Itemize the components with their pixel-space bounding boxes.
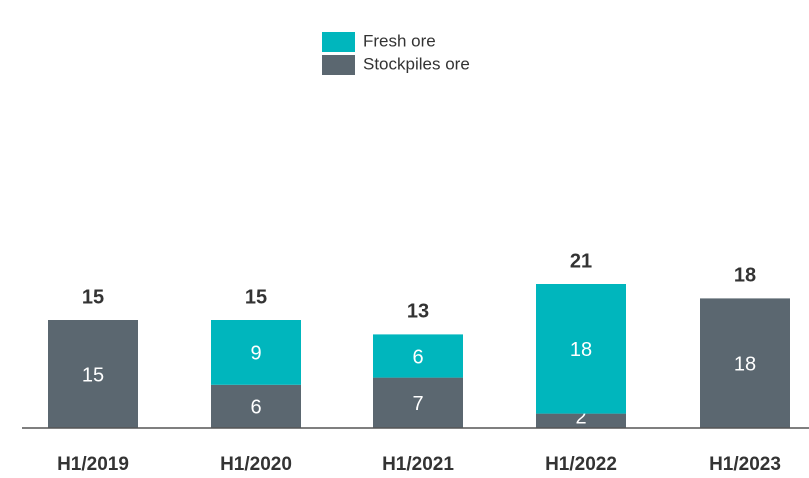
bar-segment <box>373 377 463 428</box>
value-label: 2 <box>575 406 586 428</box>
bar-segment <box>48 320 138 428</box>
bar-segment <box>536 413 626 428</box>
bar-segment <box>536 284 626 414</box>
bar-segment <box>211 384 301 428</box>
value-label: 18 <box>570 339 592 361</box>
legend-swatch <box>322 32 355 52</box>
x-tick-label: H1/2019 <box>57 454 129 475</box>
value-label: 6 <box>412 346 423 368</box>
value-label: 9 <box>250 343 261 365</box>
value-label: 6 <box>250 397 261 419</box>
total-label: 18 <box>734 265 756 287</box>
value-label: 18 <box>734 353 756 375</box>
x-tick-label: H1/2022 <box>545 454 617 475</box>
total-label: 15 <box>245 286 267 308</box>
bar-segment <box>373 334 463 378</box>
value-label: 7 <box>412 393 423 415</box>
bar-segment <box>211 320 301 385</box>
x-tick-label: H1/2021 <box>382 454 454 475</box>
legend-label: Stockpiles ore <box>363 54 470 73</box>
total-label: 13 <box>407 301 429 323</box>
total-label: 21 <box>570 250 592 272</box>
value-label: 15 <box>82 364 104 386</box>
total-label: 15 <box>82 286 104 308</box>
legend-swatch <box>322 55 355 75</box>
x-tick-label: H1/2020 <box>220 454 292 475</box>
x-tick-label: H1/2023 <box>709 454 781 475</box>
legend-label: Fresh ore <box>363 31 436 50</box>
bar-segment <box>700 298 790 428</box>
